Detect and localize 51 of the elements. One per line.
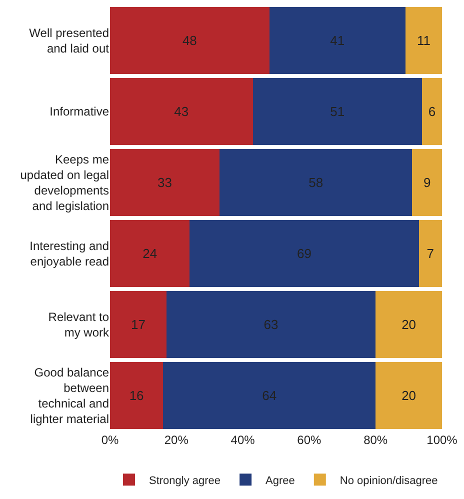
x-tick-label: 60% [297, 433, 322, 447]
data-label: 11 [416, 33, 430, 48]
bar [405, 7, 442, 74]
bar [190, 220, 419, 287]
legend-label: No opinion/disagree [340, 474, 438, 487]
data-label: 20 [402, 388, 416, 403]
bar [110, 291, 166, 358]
bar [252, 78, 422, 145]
bar [412, 149, 442, 216]
bar [110, 78, 253, 145]
bar [163, 362, 376, 429]
data-label: 17 [130, 317, 146, 332]
bar [418, 220, 442, 287]
data-label: 16 [129, 388, 144, 403]
data-label: 7 [426, 246, 434, 261]
bar [166, 291, 376, 358]
data-label: 51 [330, 104, 345, 119]
data-label: 24 [142, 246, 158, 261]
data-label: 9 [423, 175, 431, 190]
data-label: 48 [182, 33, 197, 48]
data-label: 43 [174, 104, 189, 119]
x-tick-label: 40% [230, 433, 256, 447]
bar [220, 149, 412, 216]
bar [269, 7, 406, 74]
bar [110, 362, 164, 429]
data-label: 6 [428, 104, 436, 119]
bar [376, 291, 442, 358]
y-tick-label: Well presented and laid out [29, 26, 110, 56]
data-label: 63 [264, 317, 278, 332]
x-tick-label: 80% [364, 433, 388, 447]
data-label: 69 [296, 246, 312, 261]
legend-label: Strongly agree [149, 474, 221, 487]
data-label: 33 [158, 175, 172, 190]
legend-label: Agree [266, 474, 295, 487]
y-tick-label: Informative [50, 104, 110, 119]
x-tick-label: 20% [164, 433, 189, 447]
data-label: 20 [402, 317, 416, 332]
data-label: 41 [330, 33, 345, 48]
y-tick-label: Good balance between technical and lighter material [30, 365, 110, 426]
bar [110, 7, 270, 74]
bar [376, 362, 442, 429]
data-label: 64 [262, 388, 277, 403]
y-tick-label: Relevant to my work [48, 310, 110, 340]
x-tick-label: 0% [101, 433, 119, 447]
y-tick-label: Keeps me updated on legal developments and legislation [20, 152, 110, 214]
bar [110, 220, 190, 287]
y-tick-label: Interesting and enjoyable read [30, 238, 109, 268]
bar [110, 149, 220, 216]
x-tick-label: 100% [426, 433, 458, 447]
bar [422, 78, 442, 145]
data-label: 58 [308, 175, 324, 190]
